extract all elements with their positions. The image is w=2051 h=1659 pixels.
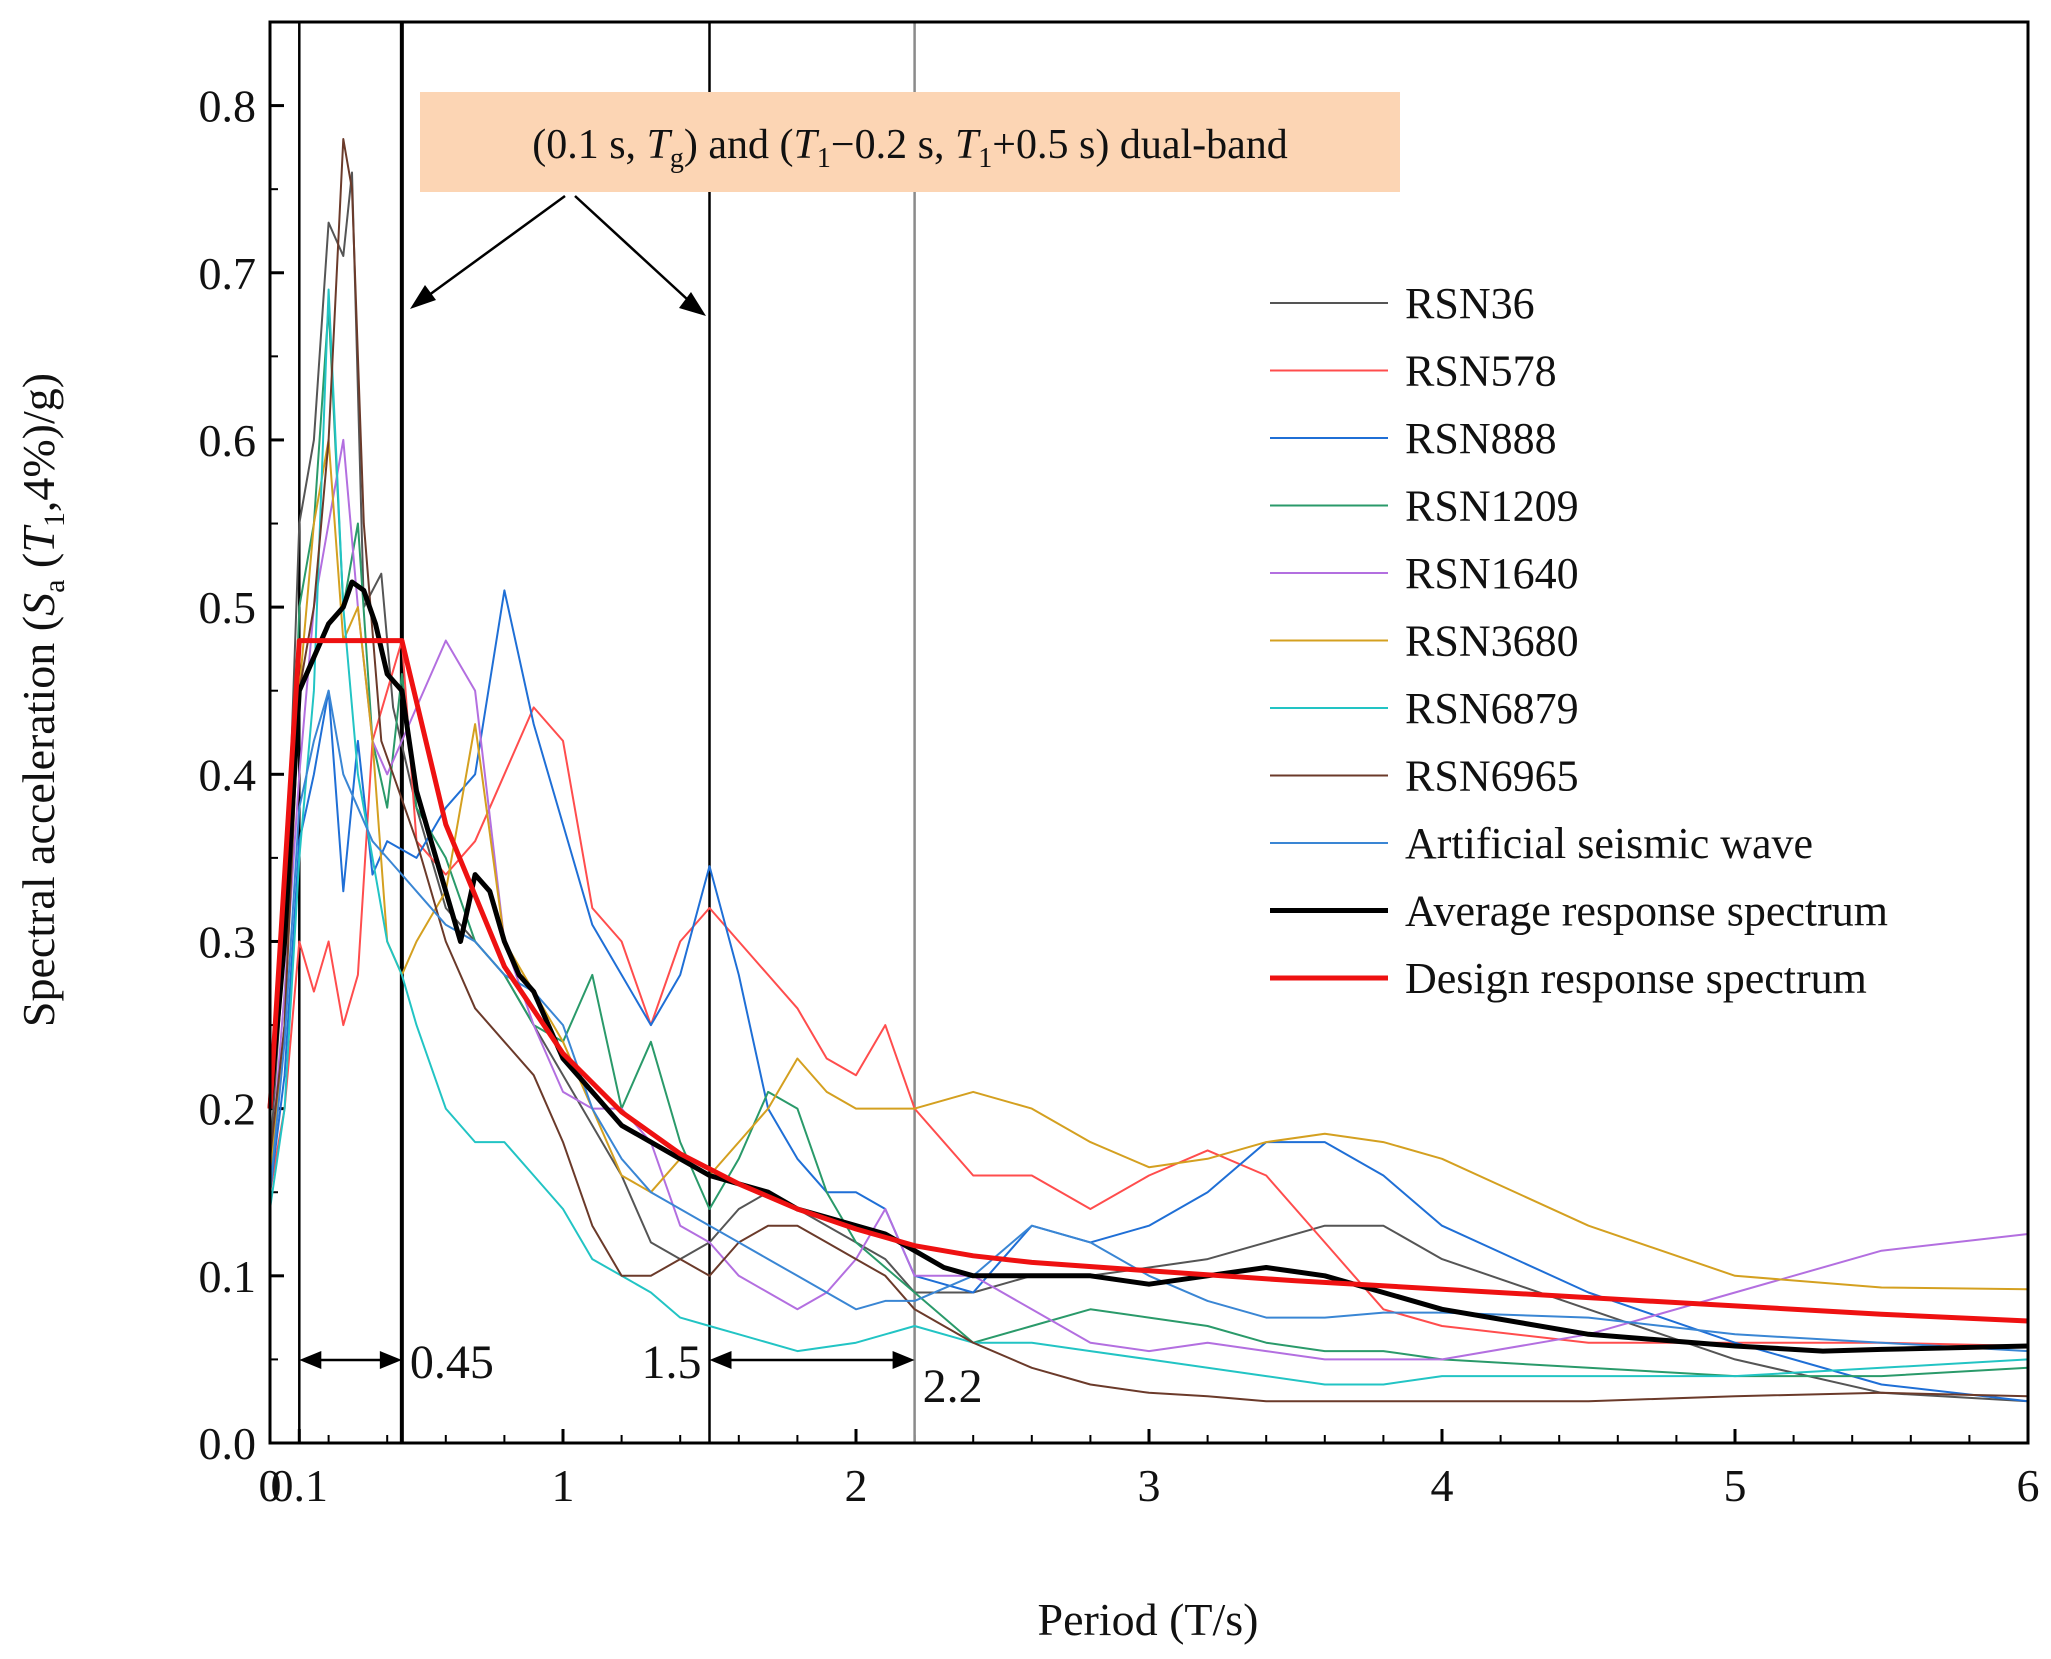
band-label: 1.5 <box>642 1336 702 1389</box>
legend-label: Design response spectrum <box>1405 954 1867 1003</box>
x-tick-label: 0.1 <box>271 1460 329 1511</box>
band-label: 2.2 <box>923 1360 983 1413</box>
legend-label: RSN3680 <box>1405 617 1579 666</box>
legend-label: RSN6965 <box>1405 752 1579 801</box>
ticks-layer: 0.00.10.20.30.40.50.60.70.800.1 1 2 3 4 5 6 <box>199 81 2040 1511</box>
x-tick-label: 2 <box>845 1460 868 1511</box>
x-axis-title: Period (T/s) <box>1037 1594 1258 1645</box>
band-arrowhead <box>379 1351 402 1369</box>
band-label: 0.45 <box>410 1336 494 1389</box>
legend-label: RSN578 <box>1405 347 1557 396</box>
band-arrowhead <box>892 1351 915 1369</box>
y-tick-label: 0.4 <box>199 749 257 800</box>
y-axis-title-t-sub: 1 <box>38 512 71 527</box>
x-tick-label: 4 <box>1431 1460 1454 1511</box>
series-line-average-response-spectrum <box>267 579 2029 1354</box>
legend-label: RSN6879 <box>1405 684 1579 733</box>
series-line-artificial-seismic-wave <box>269 689 2029 1353</box>
series-layer <box>267 138 2029 1403</box>
series-line-rsn36 <box>269 171 2029 1403</box>
y-tick-label: 0.7 <box>199 248 257 299</box>
banner-text: (0.1 s, Tg) and (T1−0.2 s, T1+0.5 s) dua… <box>532 122 1288 174</box>
x-tick-label: 5 <box>1724 1460 1747 1511</box>
y-axis-title-open: ( <box>13 553 64 580</box>
legend-label: RSN888 <box>1405 414 1557 463</box>
legend-label: RSN1640 <box>1405 549 1579 598</box>
x-tick-label: 6 <box>2017 1460 2040 1511</box>
y-tick-label: 0.1 <box>199 1251 257 1302</box>
band-arrowhead <box>709 1351 732 1369</box>
bands-layer: 0.45 1.5 2.2 <box>298 22 983 1443</box>
x-tick-label: 0 <box>259 1460 282 1511</box>
banner-arrow-right <box>574 195 701 312</box>
series-line-rsn6965 <box>269 138 2029 1403</box>
legend-label: Artificial seismic wave <box>1405 819 1813 868</box>
series-line-rsn6879 <box>269 288 2029 1386</box>
y-axis-title-s-sub: a <box>38 580 71 593</box>
banner-arrow-left <box>413 194 566 308</box>
y-axis-title-rest: ,4%)/g) <box>13 373 64 512</box>
x-tick-label: 1 <box>552 1460 575 1511</box>
plot-frame <box>268 20 2030 1445</box>
series-line-rsn1209 <box>269 305 2029 1378</box>
y-axis-title-t: T <box>13 524 64 553</box>
legend: RSN36 RSN578 RSN888 RSN1209 RSN1640 RSN3680 RS… <box>1270 279 1888 1003</box>
x-tick-label: 3 <box>1138 1460 1161 1511</box>
y-tick-label: 0.2 <box>199 1084 257 1135</box>
y-tick-label: 0.0 <box>199 1418 257 1469</box>
legend-label: Average response spectrum <box>1405 887 1888 936</box>
y-axis-title: Spectral acceleration (Sa (T1,4%)/g) <box>13 373 71 1027</box>
banner-arrowhead-right <box>679 292 706 316</box>
y-axis-title-main: Spectral acceleration ( <box>13 616 64 1027</box>
dual-band-annotation: (0.1 s, Tg) and (T1−0.2 s, T1+0.5 s) dua… <box>410 92 1400 316</box>
y-tick-label: 0.5 <box>199 582 257 633</box>
y-tick-label: 0.3 <box>199 916 257 967</box>
legend-label: RSN1209 <box>1405 482 1579 531</box>
legend-label: RSN36 <box>1405 279 1535 328</box>
band-arrowhead <box>299 1351 322 1369</box>
y-axis-title-s: S <box>13 593 64 616</box>
banner-arrowhead-left <box>410 285 436 309</box>
y-tick-label: 0.6 <box>199 415 257 466</box>
series-line-rsn578 <box>269 639 2029 1347</box>
series-line-rsn888 <box>269 589 2029 1403</box>
y-tick-label: 0.8 <box>199 81 257 132</box>
series-line-design-response-spectrum <box>267 638 2029 1324</box>
banner-background <box>420 92 1400 192</box>
